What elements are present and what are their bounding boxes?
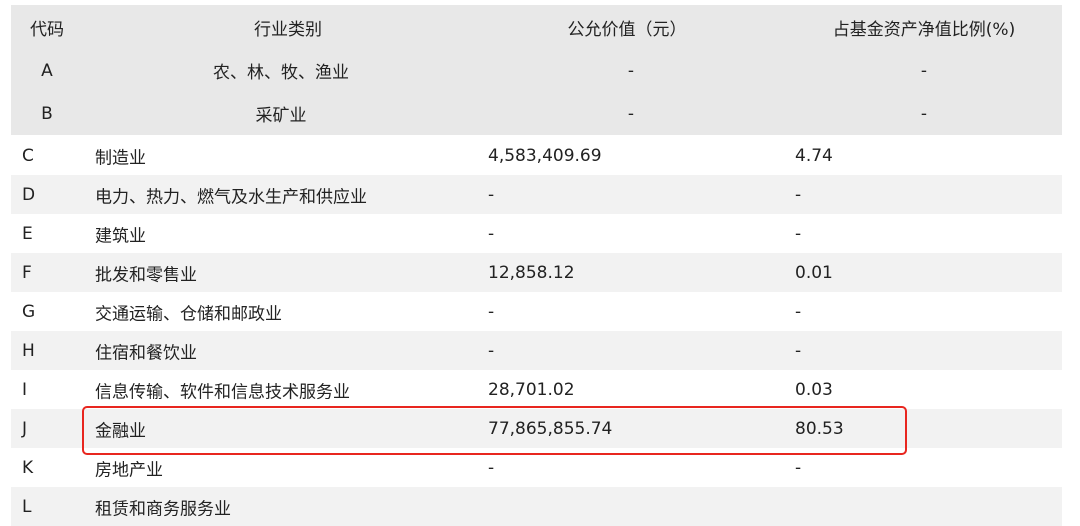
industry-cell: 制造业 bbox=[95, 148, 146, 168]
code-cell: F bbox=[22, 262, 32, 283]
value-cell: - bbox=[627, 103, 635, 124]
value-cell: - bbox=[488, 223, 495, 244]
value-cell: 77,865,855.74 bbox=[488, 418, 613, 439]
ratio-cell: 4.74 bbox=[795, 145, 833, 166]
table-row: A 农、林、牧、渔业 - - bbox=[11, 49, 1062, 92]
ratio-cell: 0.03 bbox=[795, 379, 833, 400]
table-row: K 房地产业 - - bbox=[11, 448, 1062, 487]
code-cell: L bbox=[22, 496, 32, 517]
value-cell: - bbox=[488, 301, 495, 322]
code-cell: H bbox=[22, 340, 35, 361]
ratio-cell: - bbox=[795, 301, 802, 322]
industry-cell: 电力、热力、燃气及水生产和供应业 bbox=[95, 187, 367, 207]
industry-cell: 建筑业 bbox=[95, 226, 146, 246]
table-row: D 电力、热力、燃气及水生产和供应业 - - bbox=[11, 175, 1062, 214]
table-row: F 批发和零售业 12,858.12 0.01 bbox=[11, 253, 1062, 292]
industry-cell: 住宿和餐饮业 bbox=[95, 343, 197, 363]
header-code: 代码 bbox=[30, 20, 64, 40]
ratio-cell: - bbox=[795, 340, 802, 361]
industry-cell: 农、林、牧、渔业 bbox=[213, 63, 349, 83]
industry-cell: 交通运输、仓储和邮政业 bbox=[95, 304, 282, 324]
value-cell: - bbox=[488, 457, 495, 478]
table-row: I 信息传输、软件和信息技术服务业 28,701.02 0.03 bbox=[11, 370, 1062, 409]
value-cell: - bbox=[627, 60, 635, 81]
table-row: C 制造业 4,583,409.69 4.74 bbox=[11, 136, 1062, 175]
ratio-cell: - bbox=[920, 103, 928, 124]
industry-cell: 租赁和商务服务业 bbox=[95, 499, 231, 519]
header-ratio: 占基金资产净值比例(%) bbox=[832, 20, 1016, 40]
code-cell: E bbox=[22, 223, 33, 244]
ratio-cell: 80.53 bbox=[795, 418, 844, 439]
highlight-box-finance bbox=[82, 406, 907, 455]
table-row: B 采矿业 - - bbox=[11, 92, 1062, 135]
ratio-cell: - bbox=[920, 60, 928, 81]
ratio-cell: - bbox=[795, 457, 802, 478]
value-cell: 4,583,409.69 bbox=[488, 145, 602, 166]
code-cell: J bbox=[22, 418, 28, 439]
industry-cell: 采矿业 bbox=[255, 106, 307, 126]
header-industry: 行业类别 bbox=[254, 20, 322, 40]
code-cell: B bbox=[41, 103, 53, 124]
ratio-cell: - bbox=[795, 223, 802, 244]
industry-cell: 金融业 bbox=[95, 421, 146, 441]
table-row: H 住宿和餐饮业 - - bbox=[11, 331, 1062, 370]
industry-cell: 批发和零售业 bbox=[95, 265, 197, 285]
header-fair-value: 公允价值（元） bbox=[567, 20, 687, 40]
industry-cell: 房地产业 bbox=[95, 460, 163, 480]
value-cell: - bbox=[488, 340, 495, 361]
ratio-cell: 0.01 bbox=[795, 262, 833, 283]
value-cell: 28,701.02 bbox=[488, 379, 575, 400]
industry-cell: 信息传输、软件和信息技术服务业 bbox=[95, 382, 350, 402]
code-cell: I bbox=[22, 379, 28, 400]
code-cell: D bbox=[22, 184, 36, 205]
ratio-cell: - bbox=[795, 184, 802, 205]
header-row: 代码 行业类别 公允价值（元） 占基金资产净值比例(%) bbox=[11, 6, 1062, 49]
table-header: 代码 行业类别 公允价值（元） 占基金资产净值比例(%) A 农、林、牧、渔业 … bbox=[11, 5, 1062, 135]
table-row: E 建筑业 - - bbox=[11, 214, 1062, 253]
table-row: L 租赁和商务服务业 bbox=[11, 487, 1062, 526]
value-cell: - bbox=[488, 184, 495, 205]
code-cell: A bbox=[41, 60, 53, 81]
code-cell: G bbox=[22, 301, 36, 322]
table-row: G 交通运输、仓储和邮政业 - - bbox=[11, 292, 1062, 331]
code-cell: K bbox=[22, 457, 34, 478]
code-cell: C bbox=[22, 145, 34, 166]
table-row: J 金融业 77,865,855.74 80.53 bbox=[11, 409, 1062, 448]
value-cell: 12,858.12 bbox=[488, 262, 575, 283]
